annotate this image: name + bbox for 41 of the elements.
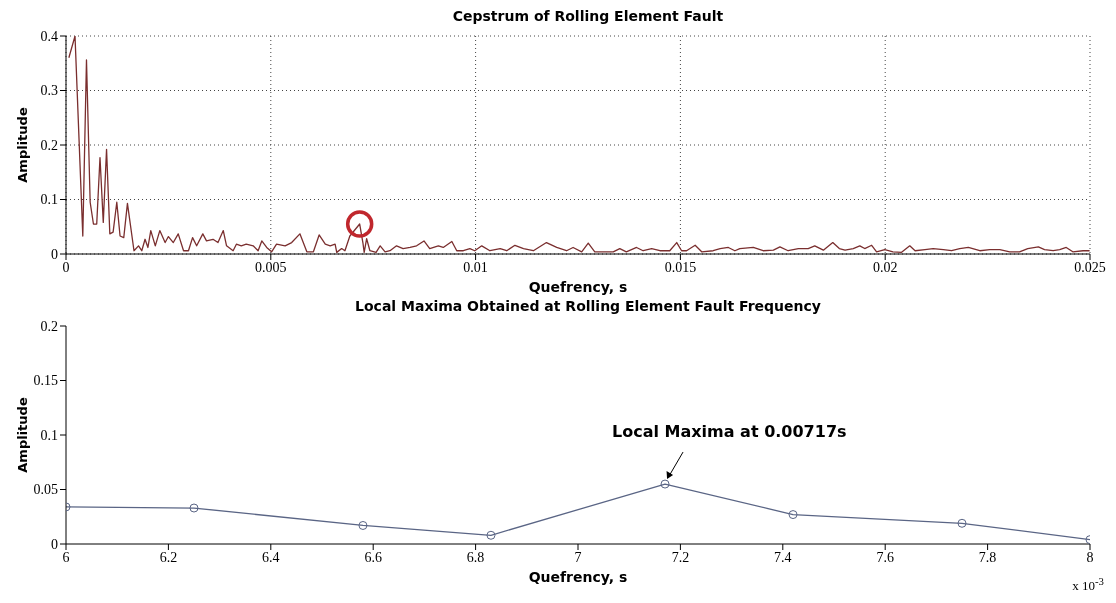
y-tick-label: 0 bbox=[51, 536, 58, 552]
x-tick-label: 8 bbox=[1086, 549, 1094, 565]
x-tick-label: 6.8 bbox=[466, 549, 485, 565]
x-tick-label: 6.6 bbox=[364, 549, 382, 565]
point bbox=[957, 518, 967, 528]
x-tick-label: 7.2 bbox=[671, 549, 690, 565]
x-tick-label: 7.8 bbox=[978, 549, 997, 565]
y-tick-label: 0.2 bbox=[40, 318, 58, 334]
point bbox=[486, 530, 496, 540]
x-tick-label: 0.025 bbox=[1074, 259, 1106, 275]
chart-title: Cepstrum of Rolling Element Fault bbox=[451, 8, 725, 26]
x-tick-label: 7.6 bbox=[876, 549, 894, 565]
point bbox=[358, 520, 368, 530]
y-tick-label: 0.3 bbox=[40, 83, 58, 99]
x-tick-label: 6.2 bbox=[159, 549, 178, 565]
y-axis-title: Amplitude bbox=[14, 397, 30, 473]
x-tick-label: 6.4 bbox=[262, 549, 280, 565]
x-tick-label: 0.005 bbox=[255, 259, 287, 275]
chart-title: Local Maxima Obtained at Rolling Element Fault Frequency bbox=[354, 298, 822, 316]
y-tick-label: 0.1 bbox=[40, 427, 58, 443]
y-tick-label: 0.15 bbox=[33, 373, 58, 389]
x-tick-label: 0.01 bbox=[463, 259, 488, 275]
x-tick-label: 0.02 bbox=[872, 259, 898, 275]
point bbox=[660, 479, 670, 489]
y-axis-title: Amplitude bbox=[14, 107, 30, 183]
y-tick-label: 0.1 bbox=[40, 192, 58, 208]
x-tick-label: 7 bbox=[574, 549, 582, 565]
x-tick-label: 0.015 bbox=[664, 259, 697, 275]
point bbox=[189, 503, 199, 513]
y-tick-label: 0.4 bbox=[40, 28, 58, 44]
annotation: Local Maxima at 0.00717s bbox=[612, 422, 847, 442]
x-tick-label: 7.4 bbox=[774, 549, 792, 565]
text: x 10$^{-3}$ bbox=[1072, 574, 1104, 594]
x-axis-title: Quefrency, s bbox=[528, 569, 628, 585]
x-axis-title: Quefrency, s bbox=[528, 279, 628, 295]
y-tick-label: 0 bbox=[51, 246, 58, 262]
x-tick-label: 6 bbox=[62, 549, 70, 565]
x-tick-label: 0 bbox=[62, 259, 70, 275]
y-tick-label: 0.2 bbox=[40, 137, 58, 153]
y-tick-label: 0.05 bbox=[33, 482, 58, 498]
point bbox=[788, 510, 798, 520]
